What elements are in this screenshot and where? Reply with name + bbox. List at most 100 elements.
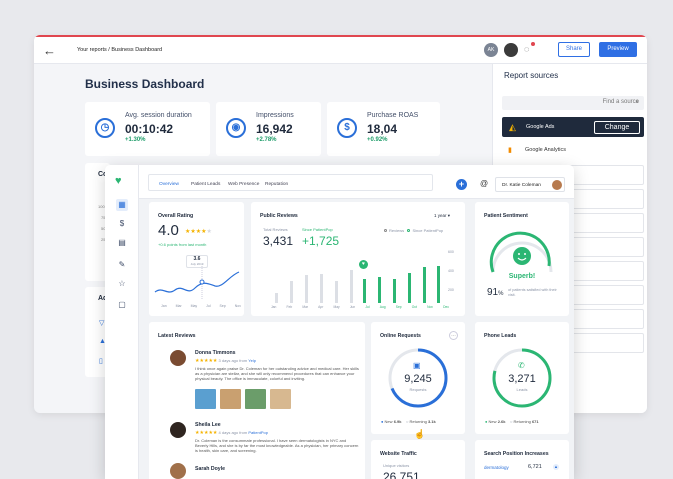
rating-stars: ★★★★★	[185, 229, 212, 235]
review-item[interactable]: Donna Timmons ★★★★★ 3 days ago from Yelp…	[170, 350, 360, 412]
sentiment-verdict: Superb!	[508, 273, 536, 280]
avatar	[170, 463, 186, 479]
period-select[interactable]: 1 year ▾	[434, 213, 451, 218]
total-reviews-value: 3,431	[263, 234, 294, 248]
rating-value: 4.0	[158, 222, 179, 239]
tab-overview[interactable]: Overview	[159, 182, 179, 187]
review-text: I think once again praise Dr. Coleman fo…	[195, 366, 359, 381]
bar	[363, 279, 366, 303]
source-item-google-analytics[interactable]: ▮ Google Analytics	[502, 141, 644, 161]
latest-reviews-card: Latest Reviews Donna Timmons ★★★★★ 3 day…	[149, 322, 365, 479]
card-title: Online Requests	[380, 333, 421, 339]
review-item[interactable]: Sheila Lee ★★★★★ 4 days ago from Patient…	[170, 422, 360, 454]
kpi-change: +2.78%	[256, 137, 277, 143]
since-value: +1,725	[302, 234, 340, 248]
phone-leads-card: Phone Leads ✆ 3,271 Leads ● New 2.6k ○ R…	[475, 322, 569, 434]
kpi-card-roas: $ Purchase ROAS 18,04 +0.92%	[327, 102, 440, 156]
search-icon: ⌕	[635, 99, 639, 105]
card-title: Overall Rating	[158, 213, 194, 219]
more-options-icon[interactable]: …	[449, 331, 458, 340]
card-title: Website Traffic	[380, 451, 417, 457]
kpi-change: +1.30%	[125, 137, 146, 143]
reviews-bar-chart	[265, 266, 443, 303]
add-button[interactable]: +	[456, 179, 467, 190]
public-reviews-card: Public Reviews 1 year ▾ Total Reviews 3,…	[251, 202, 465, 316]
requests-donut	[388, 348, 448, 408]
change-source-button[interactable]: Change	[594, 121, 640, 134]
leads-unit: Leads	[516, 387, 528, 392]
source-name: Google Analytics	[525, 147, 566, 153]
sidebar-item-star-icon[interactable]: ☆	[118, 279, 126, 288]
user-menu[interactable]: Dr. Katie Coleman	[495, 177, 565, 192]
review-photo[interactable]	[245, 389, 266, 409]
y-tick: 400	[448, 269, 454, 273]
donut-fill	[492, 348, 552, 408]
clock-icon: ◷	[95, 118, 115, 138]
kpi-card-impressions: ◉ Impressions 16,942 +2.78%	[216, 102, 321, 156]
total-reviews-label: Total Reviews	[263, 227, 288, 232]
unique-visitors-label: Unique visitors	[383, 463, 410, 468]
sidebar-item-notes-icon[interactable]: ✎	[118, 260, 126, 269]
card-title: Patient Sentiment	[484, 213, 528, 219]
chevron-right-icon[interactable]: ›	[633, 412, 635, 413]
review-photo[interactable]	[270, 389, 291, 409]
share-button[interactable]: Share	[558, 42, 590, 57]
patient-sentiment-card: Patient Sentiment Superb! 91% of patient…	[475, 202, 569, 316]
rating-trend-line	[154, 271, 240, 293]
tab-reputation[interactable]: Reputation	[265, 182, 289, 187]
sidebar-item-documents-icon[interactable]: ▢	[118, 300, 126, 309]
requests-breakdown: ● New 6.9k ○ Returning 3.1k	[381, 419, 436, 424]
source-search-input[interactable]: Find a source ⌕	[502, 96, 644, 110]
arrow-up-icon: ▲	[553, 464, 559, 470]
search-term-value: 6,721	[528, 464, 542, 470]
gauge-fill	[489, 231, 551, 273]
bar	[378, 277, 381, 303]
kpi-value: 00:10:42	[125, 122, 174, 136]
review-item[interactable]: Sarah Doyle	[170, 463, 360, 479]
online-requests-card: Online Requests … ▣ 9,245 Requests ● New…	[371, 322, 465, 434]
sentiment-caption: of patients satisfied with their visit.	[508, 288, 557, 297]
avatar	[170, 422, 186, 438]
review-photo[interactable]	[195, 389, 216, 409]
bar	[393, 279, 396, 303]
kpi-label: Impressions	[256, 112, 294, 119]
bar	[423, 267, 426, 303]
chat-icon[interactable]: ◌	[524, 44, 530, 54]
requests-unit: Requests	[409, 387, 427, 392]
leads-donut	[492, 348, 552, 408]
rating-trend-chart	[154, 266, 240, 300]
avatar	[552, 180, 562, 190]
month-labels: Jan Feb Mar Apr May Jun Jul Aug Sep Oct Nov Dec	[271, 305, 449, 309]
card-heading-stub: Ad	[98, 295, 108, 302]
eye-icon: ◉	[226, 118, 246, 138]
at-sign-icon[interactable]: @	[480, 179, 489, 188]
requests-value: 9,245	[404, 373, 432, 385]
breadcrumb[interactable]: Your reports / Business Dashboard	[77, 47, 163, 53]
tab-web-presence[interactable]: Web Presence	[228, 182, 260, 187]
kpi-value: 16,942	[256, 122, 293, 136]
window-top-accent	[34, 35, 647, 37]
source-item-google-ads[interactable]: ◭ Google Ads Change	[502, 117, 644, 137]
bar	[350, 270, 353, 303]
axis-tick: 100	[98, 204, 105, 209]
bar	[335, 281, 338, 303]
ads-icon: ▯	[99, 358, 103, 365]
sidebar-item-dashboard-icon[interactable]: ▦	[116, 199, 128, 211]
search-term[interactable]: dermatology	[484, 465, 509, 470]
avatar-user[interactable]	[504, 43, 518, 57]
back-arrow-icon[interactable]: ←	[43, 43, 56, 58]
review-photo[interactable]	[220, 389, 241, 409]
axis-tick: 50	[101, 226, 106, 231]
sidebar-item-calendar-icon[interactable]: ▤	[118, 238, 126, 247]
tooltip-value: 3.6	[193, 256, 201, 262]
panel-title: Report sources	[504, 71, 559, 80]
tab-patient-leads[interactable]: Patient Leads	[191, 182, 221, 187]
bar	[305, 275, 308, 303]
logo-icon: ♥	[115, 175, 122, 187]
tab-bar	[148, 174, 433, 191]
chart-tooltip: 3.6 July 2019	[186, 255, 208, 268]
sidebar-item-billing-icon[interactable]: $	[119, 219, 125, 228]
phone-icon: ✆	[518, 361, 525, 370]
preview-button[interactable]: Preview	[599, 42, 637, 57]
avatar[interactable]: AK	[484, 43, 498, 57]
